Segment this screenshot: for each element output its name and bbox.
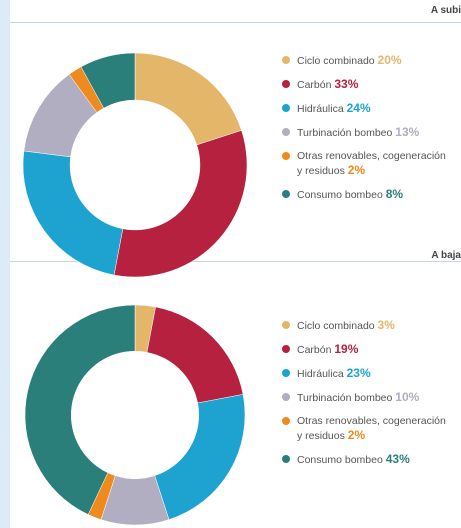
legend-label: Consumo bombeo	[297, 454, 383, 466]
donut-segment	[146, 306, 244, 404]
legend-marker	[282, 128, 290, 136]
legend-marker	[282, 393, 290, 401]
legend-label: Otras renovables, cogeneración y residuo…	[297, 415, 446, 442]
legend-item: Carbón 19%	[280, 342, 447, 357]
legend-label: Carbón	[297, 79, 332, 91]
value-label: 33%	[334, 77, 359, 91]
legend-item: Turbinación bombeo 13%	[280, 125, 447, 140]
legend-item: Turbinación bombeo 10%	[280, 390, 447, 405]
value-label: 19%	[334, 342, 359, 356]
legend-item: Carbón 33%	[280, 77, 447, 92]
legend-item: Otras renovables, cogeneración y residuo…	[280, 149, 447, 178]
value-label: 20%	[377, 53, 402, 67]
separator	[10, 261, 461, 262]
legend-label: Otras renovables, cogeneración y residuo…	[297, 150, 446, 177]
value-label: 2%	[347, 428, 366, 442]
legend-marker	[282, 190, 290, 198]
value-label: 13%	[395, 125, 420, 139]
value-label: 23%	[346, 366, 371, 380]
legend-item: Hidráulica 24%	[280, 101, 447, 116]
legend-marker	[282, 152, 290, 160]
legend-marker	[282, 104, 290, 112]
legend-label: Hidráulica	[297, 103, 344, 115]
value-label: 43%	[385, 452, 410, 466]
legend-label: Ciclo combinado	[297, 55, 375, 67]
donut-segment	[134, 52, 242, 146]
value-label: 10%	[395, 390, 420, 404]
value-label: 2%	[347, 163, 366, 177]
legend-item: Consumo bombeo 8%	[280, 187, 447, 202]
legend-marker	[282, 417, 290, 425]
side-strip	[0, 0, 10, 528]
legend-label: Ciclo combinado	[297, 320, 375, 332]
donut-segment	[22, 150, 124, 276]
value-label: 3%	[377, 318, 395, 332]
value-label: 24%	[346, 101, 371, 115]
legend: Ciclo combinado 3% Carbón 19% Hidráulica 2…	[280, 318, 461, 476]
legend-label: Carbón	[297, 344, 332, 356]
donut-segment	[80, 52, 136, 109]
donut-segment	[24, 304, 136, 515]
chart-title: A subi	[430, 5, 461, 16]
separator	[10, 22, 461, 23]
donut-segment	[154, 394, 246, 520]
legend-marker	[282, 80, 290, 88]
value-label: 8%	[385, 187, 404, 201]
legend-label: Turbinación bombeo	[297, 127, 393, 139]
legend-item: Ciclo combinado 3%	[280, 318, 447, 333]
chart-title: A baja	[431, 250, 461, 261]
legend-item: Ciclo combinado 20%	[280, 53, 447, 68]
legend-label: Hidráulica	[297, 368, 344, 380]
legend-marker	[282, 345, 290, 353]
legend-item: Consumo bombeo 43%	[280, 452, 447, 467]
legend: Ciclo combinado 20% Carbón 33% Hidráulica …	[280, 53, 461, 211]
legend-marker	[282, 56, 290, 64]
donut-segment	[113, 130, 248, 278]
legend-label: Consumo bombeo	[297, 189, 383, 201]
legend-marker	[282, 455, 290, 463]
legend-label: Turbinación bombeo	[297, 392, 393, 404]
legend-item: Hidráulica 23%	[280, 366, 447, 381]
legend-item: Otras renovables, cogeneración y residuo…	[280, 414, 447, 443]
legend-marker	[282, 321, 290, 329]
legend-marker	[282, 369, 290, 377]
